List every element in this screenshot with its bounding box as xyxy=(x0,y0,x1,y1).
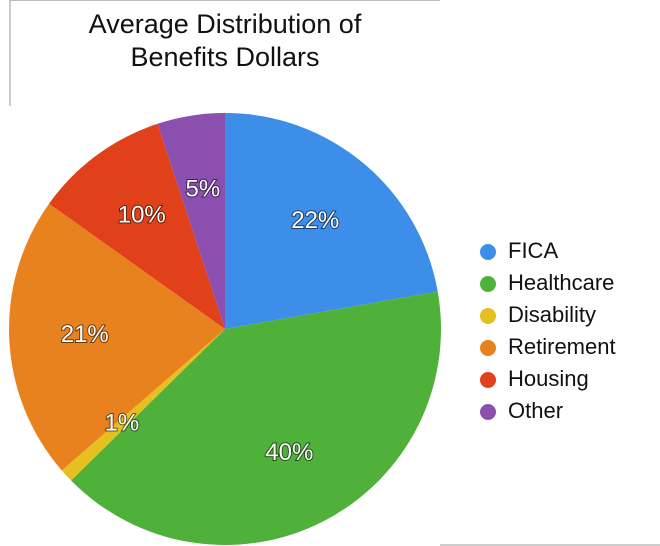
legend-label: Other xyxy=(508,398,563,423)
pie-slice xyxy=(49,123,226,329)
data-label: 5% xyxy=(185,176,220,203)
pie-slice xyxy=(61,329,226,481)
legend-marker xyxy=(480,404,496,420)
legend-marker xyxy=(480,340,496,356)
legend-label: Retirement xyxy=(508,334,616,359)
data-label: 21% xyxy=(61,321,109,348)
legend-marker xyxy=(480,276,496,292)
legend-label: Housing xyxy=(508,366,589,391)
chart-title: Average Distribution of Benefits Dollars xyxy=(88,9,362,72)
pie-slice xyxy=(9,203,225,471)
pie-slice xyxy=(71,291,442,546)
data-label: 10% xyxy=(118,201,166,228)
data-label: 40% xyxy=(265,439,313,466)
legend-label: FICA xyxy=(508,238,558,263)
pie-slice xyxy=(157,113,225,329)
legend-label: Disability xyxy=(508,302,596,327)
legend-label: Healthcare xyxy=(508,270,614,295)
data-label: 22% xyxy=(291,207,339,234)
legend-marker xyxy=(480,372,496,388)
legend-marker xyxy=(480,308,496,324)
pie-slice xyxy=(225,113,438,329)
data-label: 1% xyxy=(105,410,140,437)
legend-marker xyxy=(480,244,496,260)
